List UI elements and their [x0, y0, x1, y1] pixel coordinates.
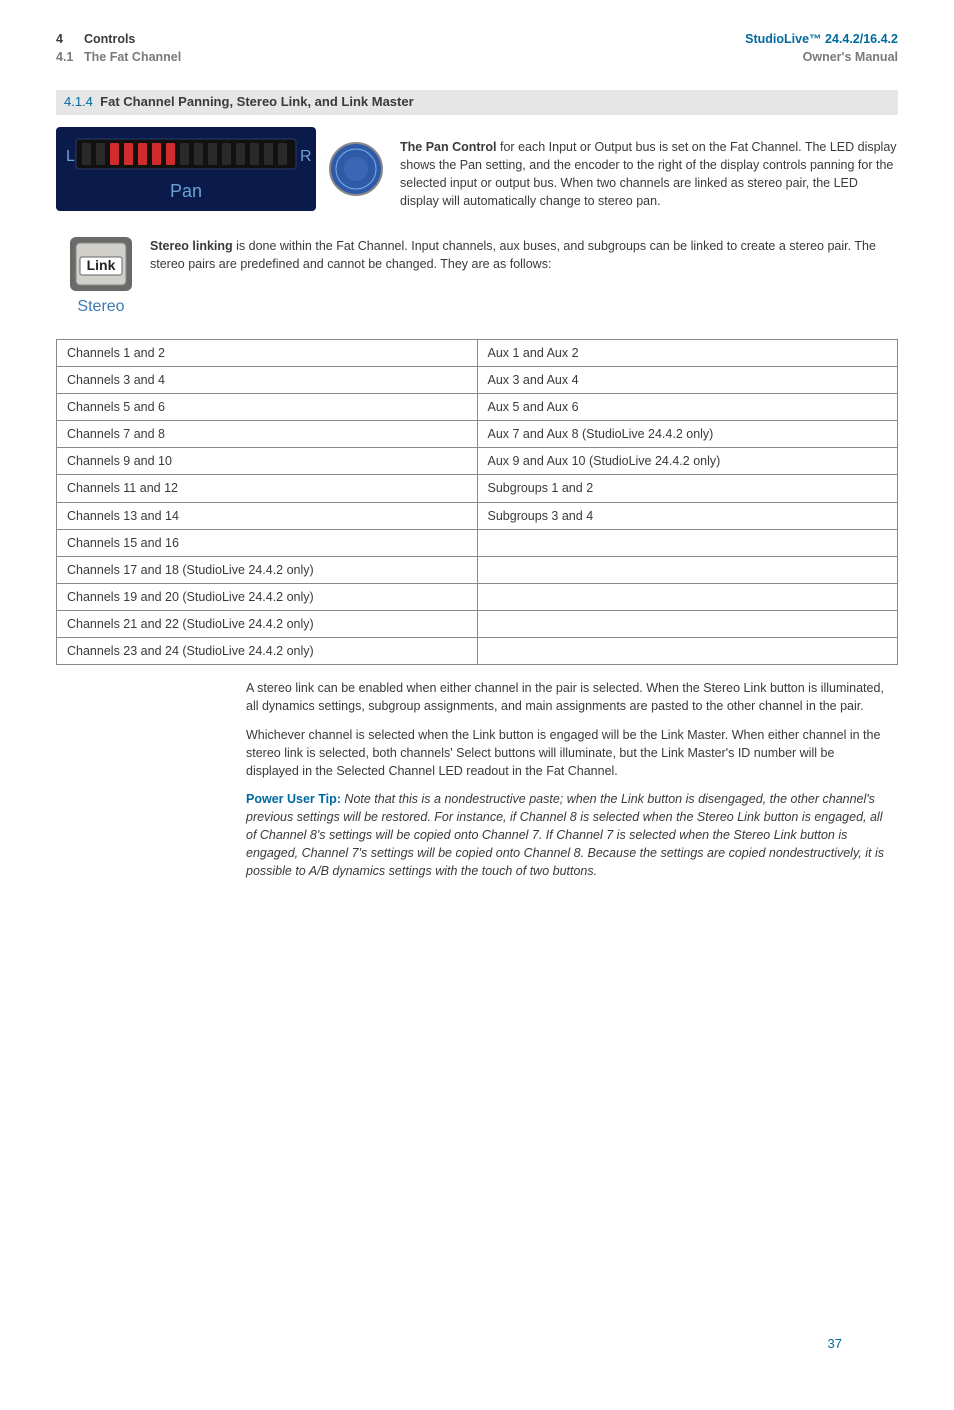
stereo-label: Stereo	[77, 298, 124, 315]
table-cell: Channels 19 and 20 (StudioLive 24.4.2 on…	[57, 583, 478, 610]
pan-R-label: R	[300, 148, 312, 165]
table-cell: Channels 3 and 4	[57, 366, 478, 393]
tip-lead: Power User Tip:	[246, 792, 341, 806]
body-p1: A stereo link can be enabled when either…	[246, 679, 886, 715]
header-right: StudioLive™ 24.4.2/16.4.2 Owner's Manual	[745, 30, 898, 66]
table-cell: Channels 11 and 12	[57, 475, 478, 502]
table-cell: Channels 17 and 18 (StudioLive 24.4.2 on…	[57, 556, 478, 583]
chapter-num: 4	[56, 30, 84, 48]
table-cell	[477, 556, 898, 583]
section-title: Fat Channel Panning, Stereo Link, and Li…	[100, 94, 414, 109]
link-body: is done within the Fat Channel. Input ch…	[150, 239, 876, 271]
table-row: Channels 7 and 8Aux 7 and Aux 8 (StudioL…	[57, 421, 898, 448]
pan-L-label: L	[66, 148, 75, 165]
table-cell: Aux 9 and Aux 10 (StudioLive 24.4.2 only…	[477, 448, 898, 475]
table-cell: Subgroups 3 and 4	[477, 502, 898, 529]
chapter-title: Controls	[84, 32, 135, 46]
table-cell: Channels 21 and 22 (StudioLive 24.4.2 on…	[57, 611, 478, 638]
sub-num: 4.1	[56, 48, 84, 66]
table-row: Channels 15 and 16	[57, 529, 898, 556]
table-row: Channels 1 and 2Aux 1 and Aux 2	[57, 339, 898, 366]
body-p2: Whichever channel is selected when the L…	[246, 726, 886, 780]
link-description: Stereo linking is done within the Fat Ch…	[150, 235, 898, 273]
table-row: Channels 13 and 14Subgroups 3 and 4	[57, 502, 898, 529]
table-row: Channels 9 and 10Aux 9 and Aux 10 (Studi…	[57, 448, 898, 475]
section-number: 4.1.4	[64, 94, 93, 109]
section-heading: 4.1.4 Fat Channel Panning, Stereo Link, …	[56, 90, 898, 115]
sub-title: The Fat Channel	[84, 50, 181, 64]
pan-panel-graphic: L R Pan	[56, 125, 386, 223]
page-header: 4Controls 4.1The Fat Channel StudioLive™…	[56, 30, 898, 66]
table-cell: Channels 23 and 24 (StudioLive 24.4.2 on…	[57, 638, 478, 665]
power-user-tip: Power User Tip: Note that this is a nond…	[246, 790, 886, 881]
page-number: 37	[828, 1335, 842, 1354]
link-lead: Stereo linking	[150, 239, 233, 253]
brand-title: StudioLive™ 24.4.2/16.4.2	[745, 30, 898, 48]
body-text: A stereo link can be enabled when either…	[246, 679, 886, 880]
table-cell: Channels 7 and 8	[57, 421, 478, 448]
table-cell: Channels 9 and 10	[57, 448, 478, 475]
table-row: Channels 23 and 24 (StudioLive 24.4.2 on…	[57, 638, 898, 665]
table-row: Channels 21 and 22 (StudioLive 24.4.2 on…	[57, 611, 898, 638]
table-cell: Channels 5 and 6	[57, 394, 478, 421]
table-cell: Channels 1 and 2	[57, 339, 478, 366]
table-row: Channels 3 and 4Aux 3 and Aux 4	[57, 366, 898, 393]
link-button-graphic: Link Stereo	[66, 235, 136, 325]
pan-lead: The Pan Control	[400, 140, 497, 154]
pan-description: The Pan Control for each Input or Output…	[400, 138, 898, 211]
table-cell	[477, 529, 898, 556]
table-cell	[477, 638, 898, 665]
table-cell: Channels 13 and 14	[57, 502, 478, 529]
table-cell: Aux 5 and Aux 6	[477, 394, 898, 421]
table-row: Channels 5 and 6Aux 5 and Aux 6	[57, 394, 898, 421]
table-cell: Channels 15 and 16	[57, 529, 478, 556]
table-cell	[477, 583, 898, 610]
pan-label: Pan	[170, 181, 202, 201]
table-row: Channels 17 and 18 (StudioLive 24.4.2 on…	[57, 556, 898, 583]
tip-text: Note that this is a nondestructive paste…	[246, 792, 884, 879]
stereo-pair-table: Channels 1 and 2Aux 1 and Aux 2Channels …	[56, 339, 898, 666]
table-cell: Aux 7 and Aux 8 (StudioLive 24.4.2 only)	[477, 421, 898, 448]
header-left: 4Controls 4.1The Fat Channel	[56, 30, 181, 66]
table-cell	[477, 611, 898, 638]
manual-title: Owner's Manual	[745, 48, 898, 66]
table-row: Channels 11 and 12Subgroups 1 and 2	[57, 475, 898, 502]
link-btn-label: Link	[87, 257, 116, 273]
table-cell: Aux 1 and Aux 2	[477, 339, 898, 366]
table-cell: Subgroups 1 and 2	[477, 475, 898, 502]
table-cell: Aux 3 and Aux 4	[477, 366, 898, 393]
table-row: Channels 19 and 20 (StudioLive 24.4.2 on…	[57, 583, 898, 610]
